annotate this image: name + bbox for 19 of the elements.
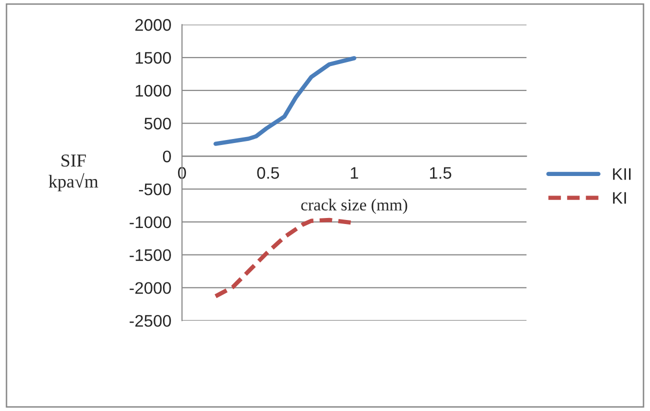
y-axis-title: SIF kpa√m (48, 154, 98, 192)
legend-label: KI (613, 192, 626, 204)
line-series (214, 56, 356, 146)
y-tick-label: -2500 (130, 314, 171, 327)
x-tick-label: 0.5 (257, 167, 280, 179)
y-tick-label: -500 (138, 183, 171, 196)
x-tick-label: 1.5 (430, 167, 452, 179)
y-tick-label: 0 (162, 150, 171, 162)
y-tick-label: -1000 (130, 216, 171, 228)
y-tick-label: 1500 (136, 52, 171, 64)
line-series (214, 218, 353, 298)
y-tick-label: 2000 (135, 19, 171, 31)
y-tick-label: 500 (144, 118, 171, 130)
y-tick-label: -2000 (130, 282, 171, 294)
y-tick-label: -1500 (130, 249, 171, 262)
x-axis-title: crack size (mm) (301, 198, 408, 214)
x-tick-label: 1 (350, 167, 358, 179)
legend-label: KII (613, 168, 631, 180)
y-tick-label: 1000 (136, 84, 171, 97)
